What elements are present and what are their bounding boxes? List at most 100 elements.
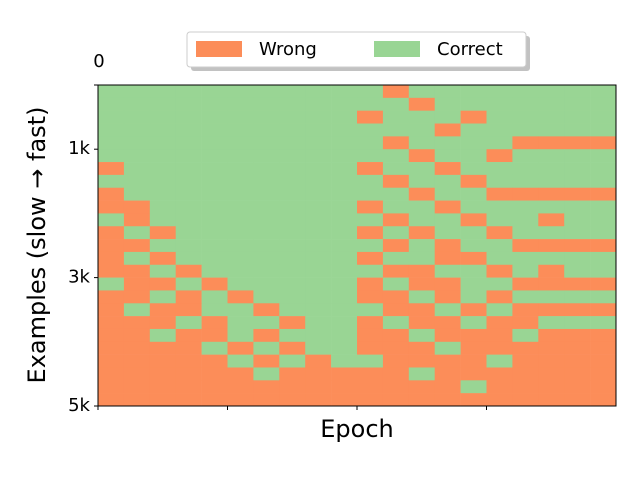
- heatmap-cell: [331, 149, 358, 163]
- heatmap-cell: [357, 123, 384, 137]
- heatmap-cell: [460, 200, 487, 214]
- heatmap-cell: [149, 226, 176, 240]
- heatmap-cell: [253, 328, 280, 343]
- heatmap-cell: [460, 162, 487, 176]
- heatmap-cell: [175, 200, 202, 214]
- heatmap-cell: [279, 213, 306, 227]
- heatmap-cell: [434, 290, 461, 304]
- heatmap-cell: [382, 110, 410, 124]
- heatmap-cell: [175, 354, 202, 368]
- heatmap-cell: [201, 123, 228, 137]
- heatmap-cell: [149, 303, 176, 317]
- heatmap-cell: [538, 239, 565, 253]
- heatmap-cell: [279, 367, 306, 381]
- heatmap-cell: [382, 290, 410, 304]
- heatmap-cell: [201, 316, 228, 330]
- heatmap-cell: [357, 85, 384, 99]
- heatmap-cell: [279, 328, 306, 343]
- heatmap-cell: [279, 162, 306, 176]
- heatmap-cell: [331, 393, 358, 407]
- heatmap-cell: [253, 213, 280, 227]
- heatmap-cell: [512, 174, 539, 189]
- heatmap-cell: [357, 162, 384, 176]
- heatmap-cell: [331, 264, 358, 278]
- heatmap-cell: [408, 213, 435, 227]
- heatmap-cell: [305, 393, 332, 407]
- heatmap-cell: [253, 174, 280, 189]
- heatmap-cell: [357, 303, 384, 317]
- y-tick-label: 1k: [68, 138, 90, 159]
- heatmap-cell: [434, 174, 461, 189]
- heatmap-cell: [123, 97, 151, 111]
- heatmap-cell: [305, 97, 332, 111]
- heatmap-cell: [408, 136, 435, 150]
- heatmap-cell: [408, 290, 435, 304]
- heatmap-cell: [408, 149, 435, 163]
- heatmap-cell: [512, 316, 539, 330]
- heatmap-cell: [408, 97, 435, 111]
- heatmap-cell: [98, 277, 125, 291]
- heatmap-cell: [123, 110, 151, 124]
- heatmap-cell: [305, 162, 332, 176]
- heatmap-cell: [175, 123, 202, 137]
- heatmap-cell: [460, 149, 487, 163]
- heatmap-cell: [382, 213, 410, 227]
- y-tick-label: 5k: [68, 395, 90, 416]
- heatmap-cell: [408, 85, 435, 99]
- heatmap-cell: [512, 136, 539, 150]
- heatmap-cell: [408, 226, 435, 240]
- heatmap-cell: [486, 85, 513, 99]
- heatmap-cell: [564, 316, 591, 330]
- heatmap-cell: [98, 110, 125, 124]
- heatmap-cell: [460, 251, 487, 266]
- heatmap-cell: [149, 187, 176, 201]
- heatmap-cell: [253, 290, 280, 304]
- heatmap-cell: [486, 162, 513, 176]
- heatmap-cell: [305, 264, 332, 278]
- heatmap-cell: [590, 367, 617, 381]
- heatmap-cell: [486, 187, 513, 201]
- heatmap-cell: [408, 239, 435, 253]
- heatmap-cell: [331, 200, 358, 214]
- heatmap-cell: [175, 264, 202, 278]
- heatmap-cell: [253, 367, 280, 381]
- heatmap-cell: [279, 174, 306, 189]
- heatmap-cell: [331, 213, 358, 227]
- heatmap-cell: [149, 316, 176, 330]
- heatmap-cell: [331, 303, 358, 317]
- heatmap-cell: [590, 123, 617, 137]
- heatmap-cell: [253, 393, 280, 407]
- x-axis-label: Epoch: [320, 415, 394, 443]
- heatmap-cell: [331, 226, 358, 240]
- heatmap-cell: [408, 200, 435, 214]
- heatmap-cell: [564, 162, 591, 176]
- heatmap-cell: [201, 162, 228, 176]
- heatmap-cell: [149, 264, 176, 278]
- heatmap-cell: [149, 354, 176, 368]
- heatmap-cell: [305, 328, 332, 343]
- heatmap-cell: [227, 393, 254, 407]
- heatmap-cell: [279, 136, 306, 150]
- heatmap-cell: [434, 251, 461, 266]
- heatmap-cell: [538, 136, 565, 150]
- heatmap-cell: [460, 213, 487, 227]
- heatmap-cell: [279, 393, 306, 407]
- heatmap-cell: [357, 328, 384, 343]
- heatmap-cell: [512, 149, 539, 163]
- heatmap-cell: [98, 97, 125, 111]
- heatmap-cell: [460, 239, 487, 253]
- heatmap-cell: [590, 200, 617, 214]
- heatmap-cell: [538, 380, 565, 394]
- heatmap-cell: [512, 239, 539, 253]
- heatmap-cell: [149, 85, 176, 99]
- heatmap-cell: [408, 264, 435, 278]
- legend-label: Wrong: [259, 39, 317, 60]
- heatmap-cell: [382, 354, 410, 368]
- heatmap-cell: [305, 85, 332, 99]
- heatmap-cell: [279, 226, 306, 240]
- heatmap-cell: [305, 367, 332, 381]
- heatmap-cell: [175, 303, 202, 317]
- heatmap-cell: [149, 239, 176, 253]
- heatmap-cell: [408, 123, 435, 137]
